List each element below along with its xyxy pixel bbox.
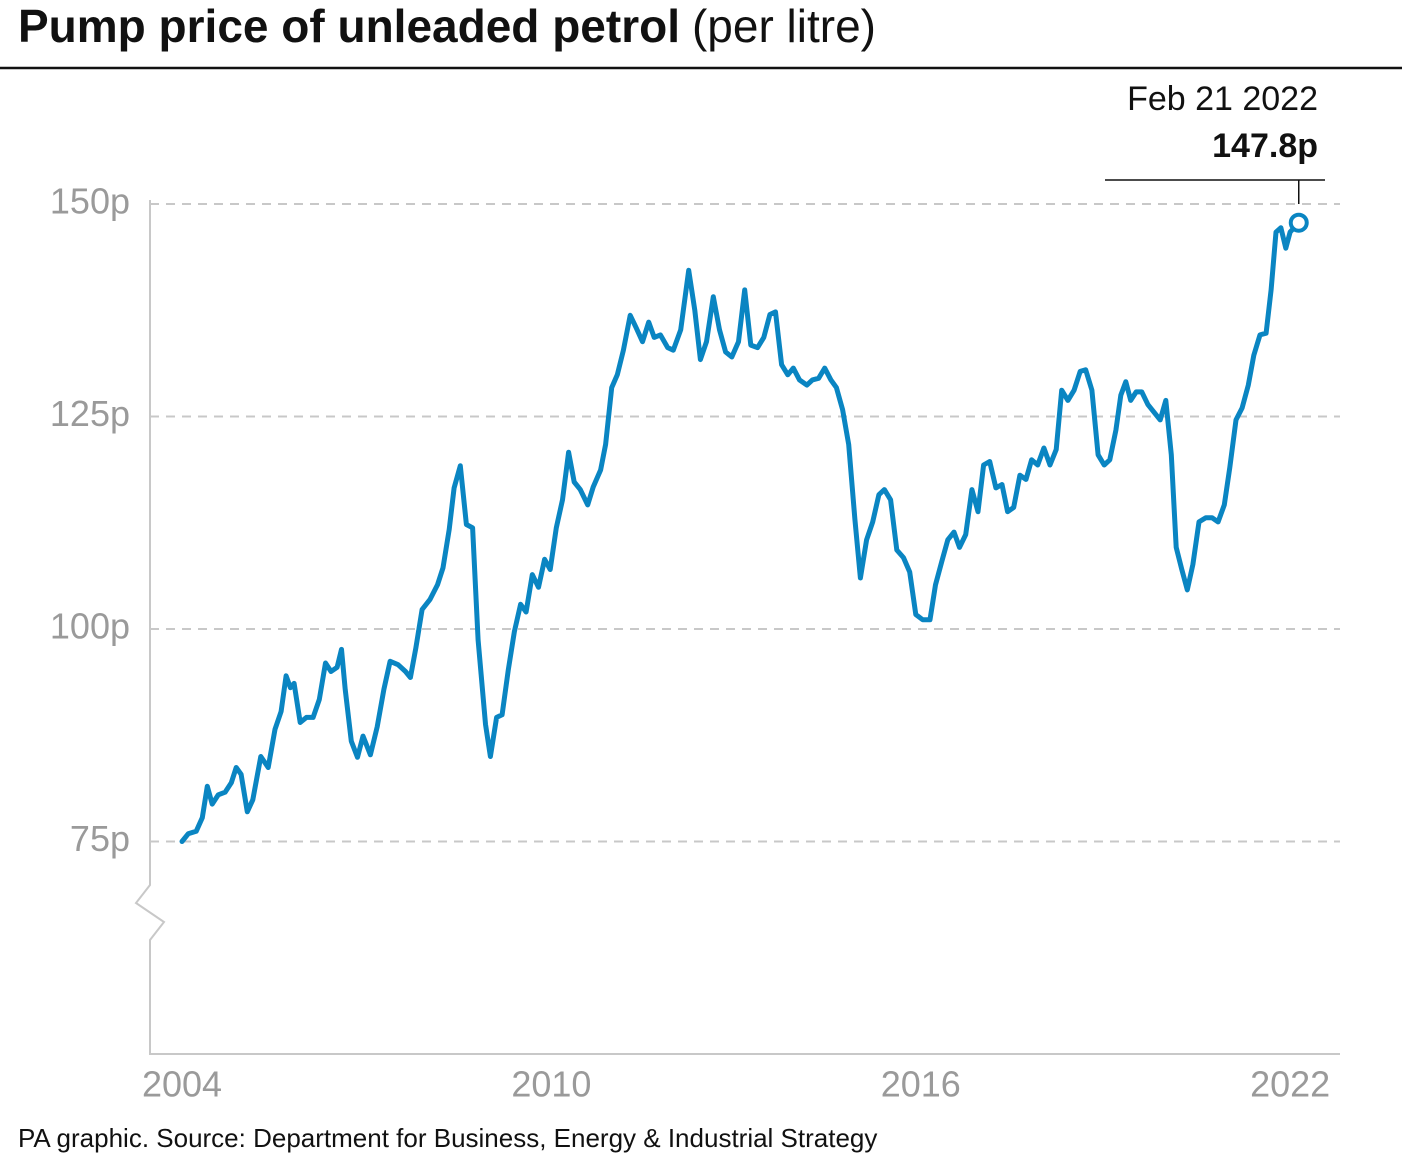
- x-tick-label: 2016: [881, 1064, 961, 1105]
- last-point: [1288, 212, 1309, 233]
- annotation-value: 147.8p: [1212, 127, 1318, 165]
- title: Pump price of unleaded petrol: [18, 0, 680, 52]
- y-tick-label: 75p: [70, 818, 130, 859]
- y-tick-label: 125p: [50, 393, 130, 434]
- line: [179, 220, 1302, 844]
- subtitle: (per litre): [692, 0, 876, 52]
- x-tick-label: 2022: [1250, 1064, 1330, 1105]
- y-tick-label: 100p: [50, 606, 130, 647]
- axis: [134, 200, 1340, 1055]
- source: PA graphic. Source: Department for Busin…: [18, 1123, 877, 1153]
- x-tick-label: 2010: [511, 1064, 591, 1105]
- x-tick-label: 2004: [142, 1064, 222, 1105]
- y-tick-label: 150p: [50, 181, 130, 222]
- annotation-date: Feb 21 2022: [1127, 80, 1318, 118]
- chart-title: Pump price of unleaded petrol (per litre): [18, 0, 876, 52]
